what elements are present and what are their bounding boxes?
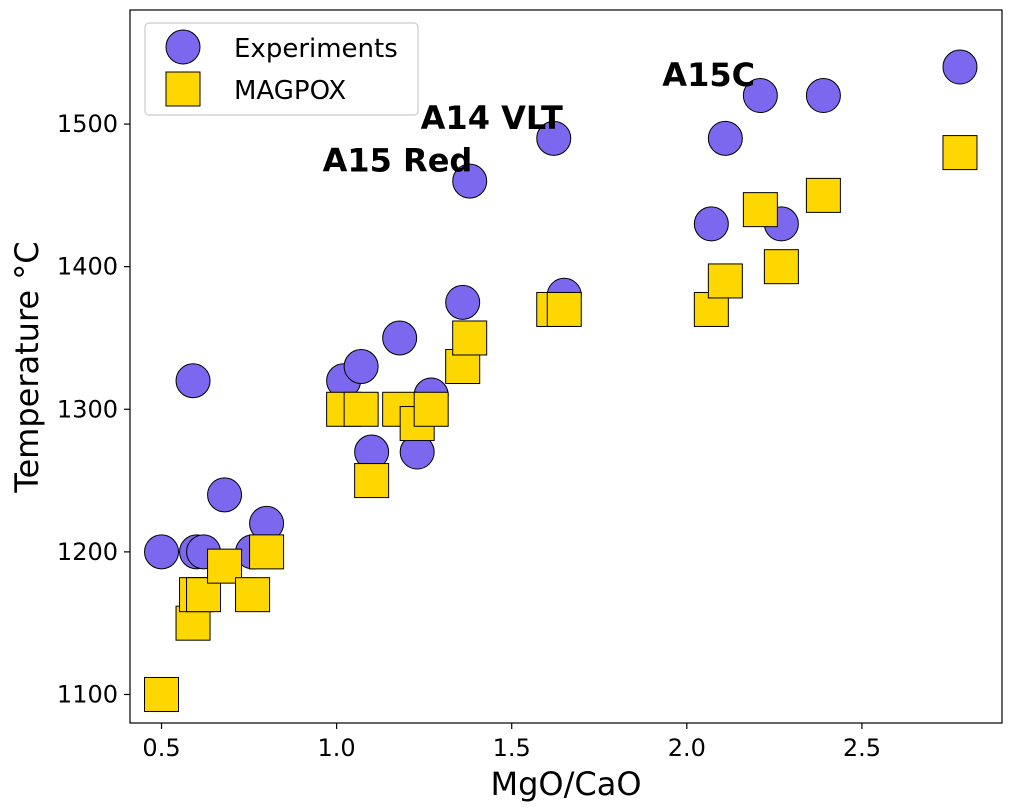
legend-label-experiments: Experiments [234, 34, 398, 64]
legend-label-magpox: MAGPOX [234, 76, 346, 106]
point-magpox [354, 463, 390, 499]
x-tick-label: 0.5 [142, 734, 180, 762]
point-experiments [207, 477, 243, 513]
x-tick-label: 2.5 [843, 734, 881, 762]
point-magpox [546, 291, 582, 327]
legend-marker-experiments [165, 29, 201, 65]
annotation-label: A14 VLT [421, 99, 563, 137]
x-tick-label: 2.0 [668, 734, 706, 762]
y-tick-label: 1500 [57, 110, 118, 138]
y-tick-label: 1200 [57, 538, 118, 566]
point-experiments [805, 78, 841, 114]
point-experiments [536, 120, 572, 156]
series-layer [144, 49, 978, 712]
point-magpox [707, 263, 743, 299]
point-experiments [343, 349, 379, 384]
plot-frame [129, 9, 1003, 724]
point-magpox [413, 391, 449, 427]
x-axis-title: MgO/CaO [490, 765, 641, 803]
x-tick-label: 1.0 [318, 734, 356, 762]
point-magpox [235, 577, 271, 613]
point-experiments [707, 120, 743, 156]
point-magpox [249, 534, 285, 570]
y-axis-title: Temperature °C [8, 241, 46, 493]
point-experiments [742, 78, 778, 114]
annotation-label: A15 Red [323, 142, 473, 180]
y-axis-ticks: 1100 1200 1300 1400 1500 [57, 110, 130, 708]
point-magpox [742, 192, 778, 228]
point-experiments [452, 163, 488, 199]
y-tick-label: 1400 [57, 253, 118, 281]
legend-marker-magpox [165, 71, 201, 107]
point-magpox [942, 135, 978, 171]
x-axis-ticks: 0.5 1.0 1.5 2.0 2.5 [142, 723, 881, 762]
legend: Experiments MAGPOX [144, 22, 419, 116]
point-experiments [382, 320, 418, 356]
annotation-label: A15C [662, 56, 755, 94]
point-magpox [452, 320, 488, 356]
point-magpox [343, 391, 379, 427]
point-magpox [144, 676, 180, 712]
point-experiments [445, 284, 481, 320]
point-experiments [942, 49, 978, 85]
y-tick-label: 1100 [57, 680, 118, 708]
y-tick-label: 1300 [57, 395, 118, 423]
point-magpox [763, 249, 799, 285]
point-experiments [693, 206, 729, 242]
legend-frame [144, 22, 419, 116]
annotations-layer: A15C A14 VLT A15 Red [323, 56, 755, 180]
x-tick-label: 1.5 [493, 734, 531, 762]
point-magpox [805, 177, 841, 213]
point-experiments [144, 534, 180, 570]
point-experiments [175, 363, 211, 399]
